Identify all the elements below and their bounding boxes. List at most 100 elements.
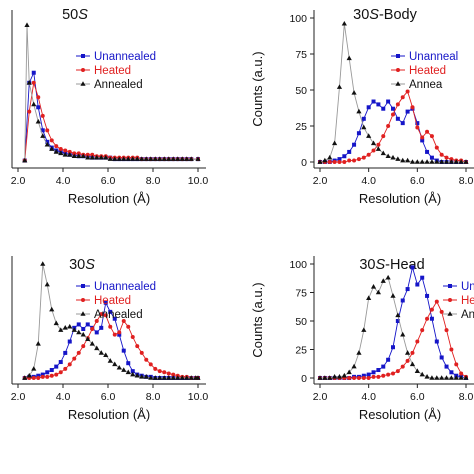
series-heated: [318, 89, 468, 164]
data-point: [49, 138, 54, 143]
data-point: [63, 366, 68, 371]
data-point: [90, 326, 95, 331]
data-point: [54, 144, 59, 149]
data-point: [346, 55, 352, 61]
x-tick-label: 8.0: [146, 391, 161, 403]
data-point: [126, 361, 131, 366]
data-point: [415, 125, 420, 130]
data-point: [371, 370, 376, 375]
data-point: [58, 370, 63, 375]
data-point: [444, 155, 449, 160]
data-point: [371, 99, 376, 104]
data-point: [419, 371, 425, 377]
x-axis-label: Resolution (Å): [359, 191, 441, 206]
data-point: [166, 156, 172, 161]
chart-title-italic: S: [375, 257, 385, 273]
data-point: [36, 105, 41, 110]
data-point: [327, 160, 332, 164]
data-point: [85, 154, 91, 160]
legend-marker: [81, 298, 85, 302]
data-point: [449, 347, 454, 352]
data-point: [45, 370, 50, 375]
data-point: [454, 362, 459, 367]
data-point: [376, 102, 381, 107]
data-point: [444, 328, 449, 333]
data-point: [139, 350, 144, 355]
data-point: [71, 327, 77, 332]
y-tick-label: 0: [301, 373, 307, 385]
data-point: [44, 281, 50, 287]
data-point: [439, 309, 444, 314]
data-point: [72, 151, 77, 156]
data-point: [103, 154, 109, 160]
data-point: [420, 138, 425, 143]
x-tick-label: 6.0: [101, 391, 116, 403]
data-point: [395, 312, 401, 318]
data-point: [98, 350, 104, 355]
data-point: [370, 284, 377, 289]
legend-marker: [447, 311, 453, 316]
data-point: [361, 373, 366, 378]
data-point: [434, 145, 439, 150]
data-point: [429, 159, 435, 164]
data-point: [425, 129, 430, 134]
data-point: [395, 319, 400, 323]
data-point: [81, 326, 86, 331]
data-point: [126, 324, 131, 329]
data-point: [170, 156, 176, 161]
data-point: [103, 352, 109, 357]
data-point: [44, 141, 50, 147]
data-point: [409, 361, 416, 367]
y-tick-label: 100: [289, 259, 307, 271]
data-point: [400, 95, 405, 100]
data-point: [26, 372, 32, 378]
data-point: [386, 99, 391, 104]
data-point: [420, 135, 425, 140]
data-point: [400, 157, 406, 163]
data-point: [395, 116, 400, 121]
chart-title-main: 30: [359, 257, 375, 273]
data-point: [425, 149, 430, 154]
data-point: [322, 157, 328, 163]
x-tick-label: 8.0: [459, 175, 474, 187]
data-point: [366, 152, 371, 157]
data-point: [63, 350, 68, 355]
data-point: [67, 339, 72, 344]
data-point: [107, 358, 113, 363]
data-point: [54, 364, 59, 369]
data-point: [62, 152, 68, 157]
y-tick-label: 75: [295, 288, 307, 300]
data-point: [121, 156, 127, 161]
data-point: [352, 158, 357, 163]
data-point: [31, 80, 36, 85]
data-point: [453, 159, 459, 164]
data-point: [429, 155, 434, 160]
data-point: [400, 331, 406, 337]
data-point: [434, 159, 440, 164]
data-point: [386, 357, 391, 362]
data-point: [434, 339, 439, 344]
data-point: [157, 156, 163, 161]
data-point: [175, 156, 181, 161]
chart-title: 30S-Head: [359, 257, 424, 273]
data-point: [400, 298, 405, 303]
data-point: [85, 152, 90, 157]
data-point: [425, 316, 430, 321]
data-point: [144, 357, 149, 362]
data-point: [449, 157, 454, 162]
legend-marker: [396, 54, 400, 58]
legend-marker: [396, 68, 400, 72]
data-point: [116, 156, 122, 161]
legend-label: Unannealed: [94, 281, 156, 293]
legend: Unannealed Heated Annealed: [76, 281, 156, 321]
data-point: [36, 376, 41, 380]
data-point: [49, 373, 54, 378]
x-tick-label: 6.0: [410, 175, 425, 187]
data-point: [395, 156, 401, 161]
chart-title: 30S-Body: [353, 7, 417, 23]
data-point: [395, 102, 400, 107]
y-axis-label: Counts (a.u.): [250, 51, 265, 126]
y-axis-label: Counts (a.u.): [250, 282, 265, 357]
data-point: [332, 140, 338, 146]
data-point: [356, 108, 362, 114]
